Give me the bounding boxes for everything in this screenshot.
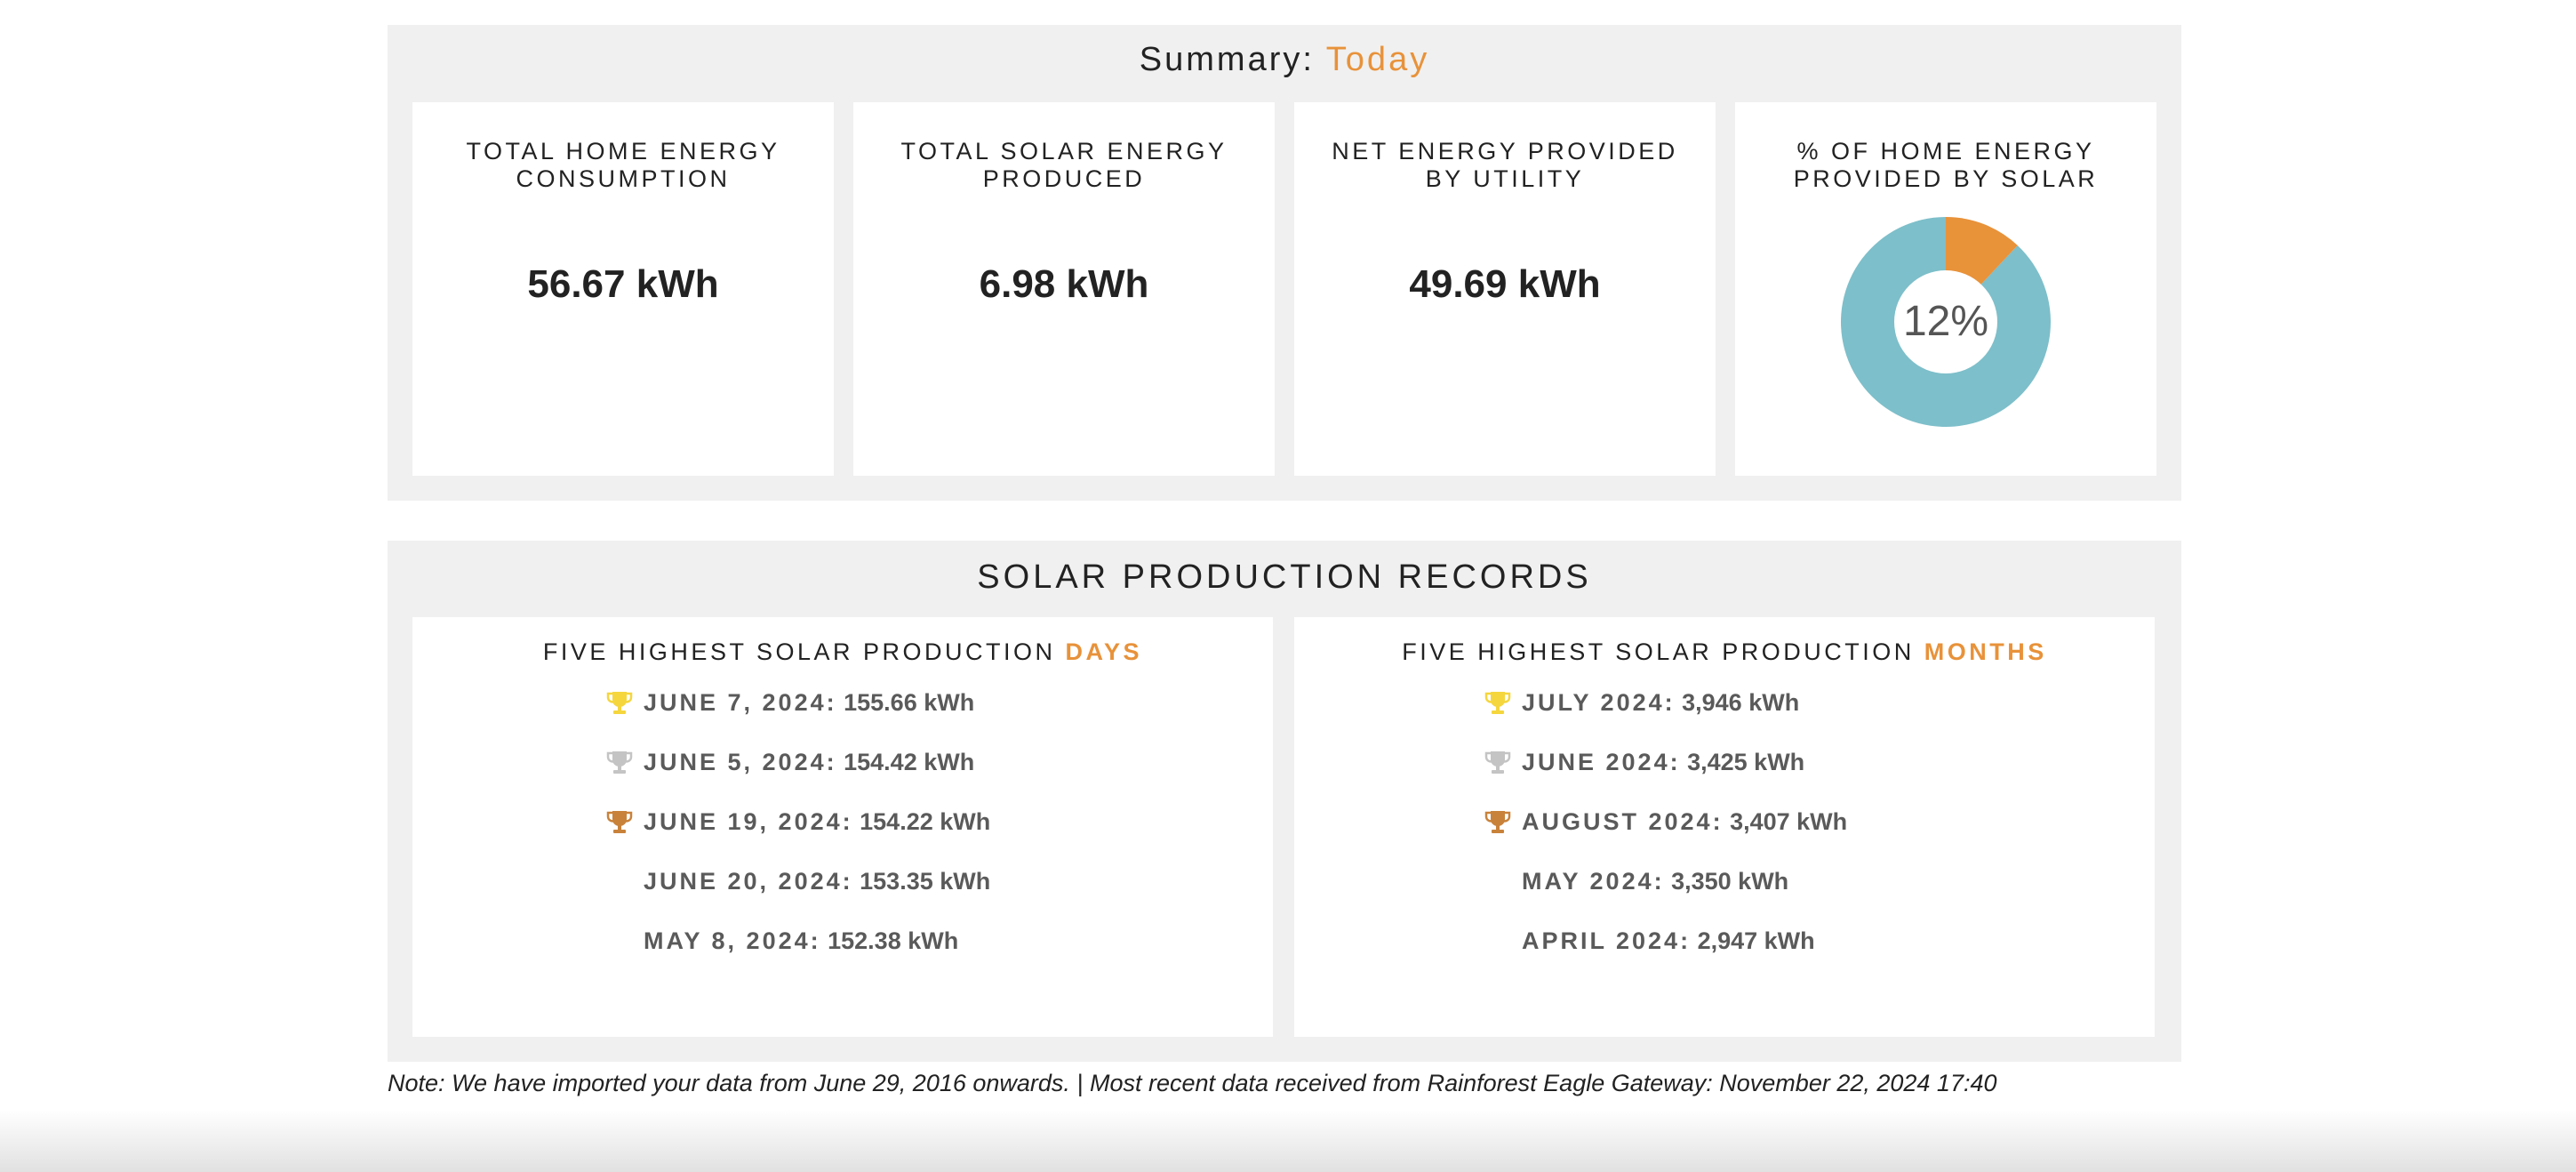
- import-note: Note: We have imported your data from Ju…: [388, 1070, 1997, 1096]
- record-value: 3,425 kWh: [1687, 749, 1805, 775]
- record-date: APRIL 2024:: [1522, 927, 1692, 954]
- list-item: JULY 2024: 3,946 kWh: [1484, 686, 1847, 746]
- rec-title-prefix: FIVE HIGHEST SOLAR PRODUCTION: [1402, 638, 1915, 665]
- solar-share-card: % OF HOME ENERGY PROVIDED BY SOLAR 12%: [1735, 102, 2156, 476]
- gold-trophy-icon: [1484, 690, 1511, 715]
- list-item: MAY 2024: 3,350 kWh: [1484, 865, 1847, 925]
- list-item: JUNE 20, 2024: 153.35 kWh: [606, 865, 990, 925]
- record-date: MAY 2024:: [1522, 868, 1665, 895]
- list-item: JUNE 5, 2024: 154.42 kWh: [606, 746, 990, 806]
- top-months-card: FIVE HIGHEST SOLAR PRODUCTION MONTHS JUL…: [1294, 617, 2155, 1037]
- list-item: AUGUST 2024: 3,407 kWh: [1484, 806, 1847, 865]
- record-date: JUNE 2024:: [1522, 749, 1681, 775]
- card-title: TOTAL SOLAR ENERGY PRODUCED: [900, 138, 1228, 192]
- bronze-trophy-icon: [606, 809, 633, 834]
- record-value: 2,947 kWh: [1697, 927, 1815, 954]
- solar-share-donut: 12%: [1841, 217, 2051, 427]
- card-title: % OF HOME ENERGY PROVIDED BY SOLAR: [1793, 138, 2099, 192]
- top-days-card: FIVE HIGHEST SOLAR PRODUCTION DAYS JUNE …: [412, 617, 1273, 1037]
- summary-title: Summary: Today: [388, 41, 2181, 79]
- record-date: AUGUST 2024:: [1522, 808, 1724, 835]
- record-value: 154.42 kWh: [844, 749, 975, 775]
- net-utility-card: NET ENERGY PROVIDED BY UTILITY 49.69 kWh: [1294, 102, 1716, 476]
- card-value: 49.69 kWh: [1409, 262, 1601, 306]
- silver-trophy-icon: [606, 750, 633, 775]
- list-item: JUNE 2024: 3,425 kWh: [1484, 746, 1847, 806]
- record-value: 3,350 kWh: [1671, 868, 1789, 895]
- donut-percent-label: 12%: [1903, 298, 1988, 345]
- list-item: JUNE 19, 2024: 154.22 kWh: [606, 806, 990, 865]
- records-panel: SOLAR PRODUCTION RECORDS FIVE HIGHEST SO…: [388, 541, 2181, 1062]
- rec-title-prefix: FIVE HIGHEST SOLAR PRODUCTION: [542, 638, 1056, 665]
- record-value: 154.22 kWh: [860, 808, 991, 835]
- record-date: JUNE 19, 2024:: [644, 808, 853, 835]
- donut-hole: [1894, 270, 1997, 373]
- list-item: MAY 8, 2024: 152.38 kWh: [606, 925, 990, 984]
- silver-trophy-icon: [1484, 750, 1511, 775]
- record-value: 152.38 kWh: [828, 927, 959, 954]
- record-value: 3,407 kWh: [1730, 808, 1848, 835]
- records-title: SOLAR PRODUCTION RECORDS: [977, 558, 1592, 596]
- rec-title-accent: DAYS: [1065, 638, 1143, 665]
- gold-trophy-icon: [606, 690, 633, 715]
- record-date: JUNE 20, 2024:: [644, 868, 853, 895]
- card-value: 56.67 kWh: [527, 262, 719, 306]
- solar-produced-card: TOTAL SOLAR ENERGY PRODUCED 6.98 kWh: [853, 102, 1275, 476]
- record-date: MAY 8, 2024:: [644, 927, 821, 954]
- card-title: TOTAL HOME ENERGY CONSUMPTION: [466, 138, 780, 192]
- summary-panel: Summary: Today TOTAL HOME ENERGY CONSUMP…: [388, 25, 2181, 501]
- record-value: 155.66 kWh: [844, 689, 975, 716]
- record-date: JUNE 7, 2024:: [644, 689, 837, 716]
- rec-title-accent: MONTHS: [1924, 638, 2047, 665]
- list-item: JUNE 7, 2024: 155.66 kWh: [606, 686, 990, 746]
- bronze-trophy-icon: [1484, 809, 1511, 834]
- record-value: 3,946 kWh: [1682, 689, 1800, 716]
- top-months-list: JULY 2024: 3,946 kWh JUNE 2024: 3,425 kW…: [1484, 686, 1847, 984]
- summary-title-prefix: Summary:: [1139, 41, 1315, 78]
- record-date: JULY 2024:: [1522, 689, 1676, 716]
- home-consumption-card: TOTAL HOME ENERGY CONSUMPTION 56.67 kWh: [412, 102, 834, 476]
- list-item: APRIL 2024: 2,947 kWh: [1484, 925, 1847, 984]
- top-days-list: JUNE 7, 2024: 155.66 kWh JUNE 5, 2024: 1…: [606, 686, 990, 984]
- record-date: JUNE 5, 2024:: [644, 749, 837, 775]
- top-months-title: FIVE HIGHEST SOLAR PRODUCTION MONTHS: [1294, 638, 2155, 666]
- card-title: NET ENERGY PROVIDED BY UTILITY: [1332, 138, 1678, 192]
- footer-shadow: [0, 1110, 2576, 1172]
- summary-period: Today: [1325, 41, 1430, 78]
- card-value: 6.98 kWh: [979, 262, 1149, 306]
- record-value: 153.35 kWh: [860, 868, 991, 895]
- top-days-title: FIVE HIGHEST SOLAR PRODUCTION DAYS: [412, 638, 1273, 666]
